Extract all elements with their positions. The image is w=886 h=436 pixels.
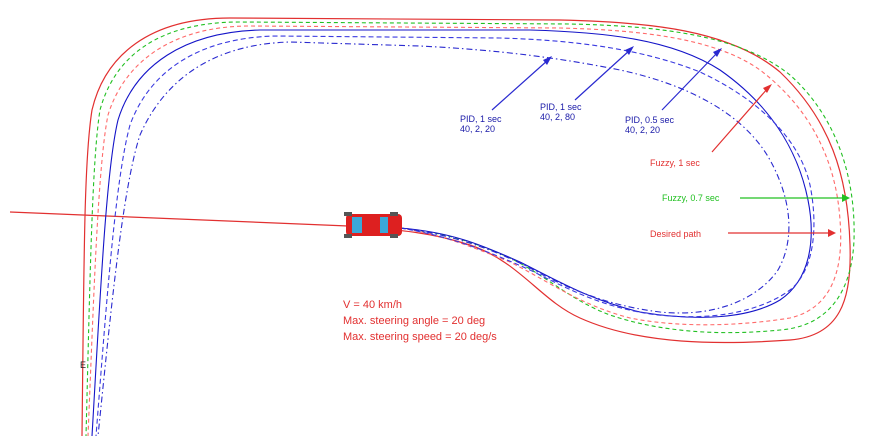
label-fuzzy-07sec: Fuzzy, 0.7 sec — [662, 193, 720, 203]
pid-05sec-curve — [91, 29, 812, 436]
info-max-steering-speed: Max. steering speed = 20 deg/s — [343, 331, 497, 343]
desired-path-curve — [9, 17, 851, 436]
label-desired-path: Desired path — [650, 229, 701, 239]
label-fuzzy-1sec: Fuzzy, 1 sec — [650, 158, 700, 168]
arrow-fuzzy-07sec — [740, 194, 850, 202]
fuzzy-07sec-curve — [85, 21, 855, 436]
label-pid-05sec: PID, 0.5 sec 40, 2, 20 — [625, 115, 677, 135]
info-speed: V = 40 km/h — [343, 299, 402, 311]
info-max-steering-angle: Max. steering angle = 20 deg — [343, 315, 485, 327]
pid-1sec-a-curve — [97, 41, 790, 436]
arrow-pid-1sec-b — [574, 46, 634, 101]
label-pid-05sec-line2: 40, 2, 20 — [625, 125, 660, 135]
arrow-fuzzy-1sec — [711, 84, 772, 153]
label-pid-1sec-b-line2: 40, 2, 80 — [540, 112, 575, 122]
fuzzy-1sec-curve — [87, 25, 842, 436]
arrow-pid-1sec-a — [491, 56, 552, 111]
start-marker: E — [80, 360, 86, 370]
label-pid-1sec-b: PID, 1 sec 40, 2, 80 — [540, 102, 584, 122]
label-pid-1sec-a: PID, 1 sec 40, 2, 20 — [460, 114, 504, 134]
label-pid-1sec-b-line1: PID, 1 sec — [540, 102, 582, 112]
pid-1sec-b-curve — [95, 35, 815, 436]
arrow-pid-05sec — [661, 48, 722, 111]
label-pid-05sec-line1: PID, 0.5 sec — [625, 115, 675, 125]
label-pid-1sec-a-line1: PID, 1 sec — [460, 114, 502, 124]
label-pid-1sec-a-line2: 40, 2, 20 — [460, 124, 495, 134]
arrow-desired-path — [728, 229, 836, 237]
car-icon — [344, 212, 402, 238]
